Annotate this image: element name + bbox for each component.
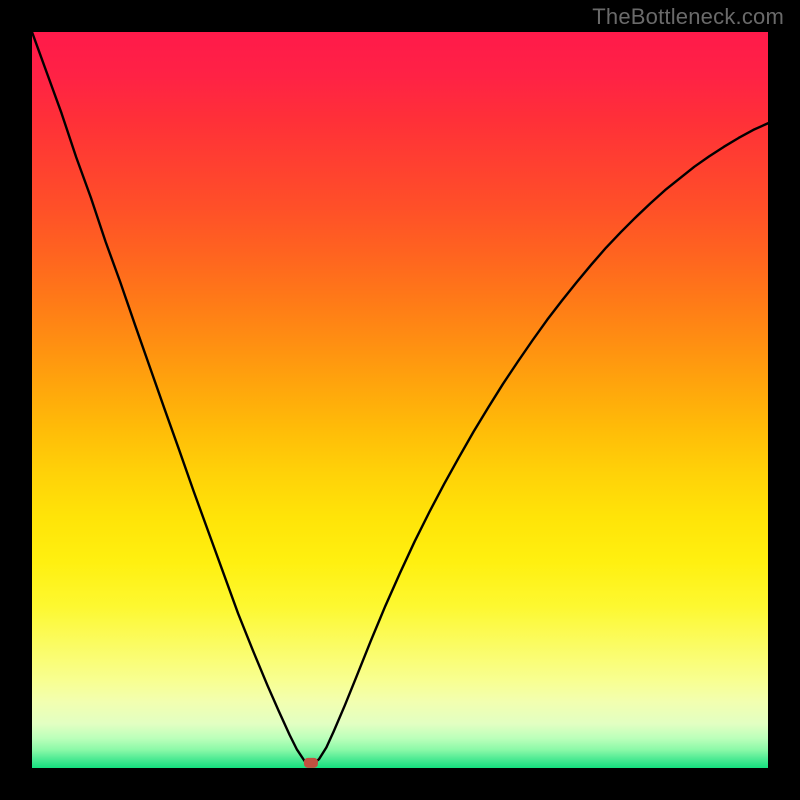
vertex-marker: [304, 758, 318, 768]
gradient-background: [32, 32, 768, 768]
plot-area: [32, 32, 768, 768]
chart-frame: TheBottleneck.com: [0, 0, 800, 800]
watermark-text: TheBottleneck.com: [592, 4, 784, 30]
